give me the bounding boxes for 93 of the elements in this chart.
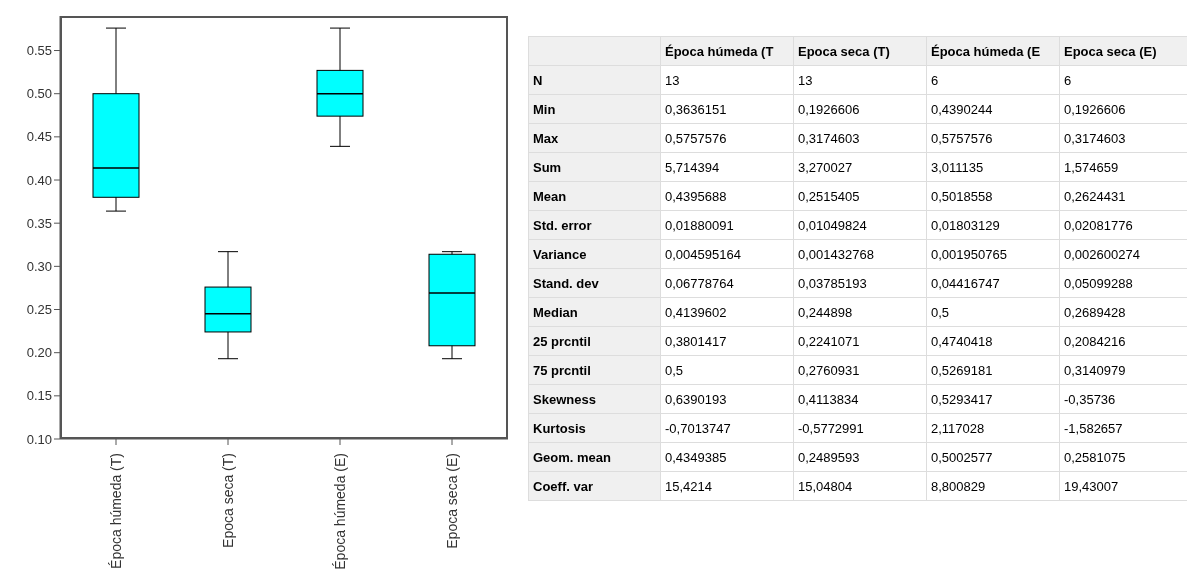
category-label: Kurtosis (533, 420, 586, 436)
x-tick-label: Epoca seca (T) (220, 453, 236, 548)
text: 0,5757576 (665, 130, 727, 146)
category-label: 25 prcntil (533, 333, 591, 349)
text: 0,2515405 (798, 188, 860, 204)
text: 0,01049824 (798, 217, 867, 233)
category-label: Epoca seca (T) (793, 36, 927, 66)
y-tick-label: 0.50 (26, 86, 52, 102)
category-label: Median (533, 304, 578, 320)
text: 0,4390244 (931, 101, 993, 117)
y-tick-label: 0.25 (26, 302, 52, 318)
text: 0,4740418 (931, 333, 993, 349)
x-tick-label: Epoca seca (E) (444, 453, 460, 549)
text: -0,35736 (1064, 391, 1116, 407)
text: 0,4349385 (665, 449, 727, 465)
text: 1,574659 (1064, 159, 1119, 175)
y-tick-label: 0.55 (26, 43, 52, 59)
text: 0,2489593 (798, 449, 860, 465)
category-label: Época húmeda (E (926, 36, 1060, 66)
text: 0,4113834 (798, 391, 859, 407)
category-label: Variance (533, 246, 587, 262)
text: 0,002600274 (1064, 246, 1140, 262)
text: 0,5 (665, 362, 684, 378)
text: 0,01880091 (665, 217, 734, 233)
text: 6 (931, 72, 939, 88)
text: 0,1926606 (798, 101, 860, 117)
text: 0,5269181 (931, 362, 993, 378)
category-label: Época húmeda (T (660, 36, 794, 66)
y-tick-label: 0.40 (26, 172, 52, 188)
text: 15,4214 (665, 478, 712, 494)
text: 0,6390193 (665, 391, 727, 407)
text: 0,4139602 (665, 304, 727, 320)
text: 3,011135 (931, 159, 984, 175)
text: 15,04804 (798, 478, 853, 494)
text: 0,04416747 (931, 275, 1000, 291)
text: 0,5 (931, 304, 950, 320)
category-label: Mean (533, 188, 567, 204)
text: 0,5002577 (931, 449, 993, 465)
text: 0,2689428 (1064, 304, 1126, 320)
text: 0,1926606 (1064, 101, 1126, 117)
text: 0,05099288 (1064, 275, 1133, 291)
text: 19,43007 (1064, 478, 1119, 494)
category-label: Epoca seca (E) (1059, 36, 1187, 66)
category-label: Skewness (533, 391, 596, 407)
y-tick-label: 0.20 (26, 345, 52, 361)
category-label: N (533, 72, 543, 88)
text: -0,7013747 (665, 420, 731, 436)
text: 0,004595164 (665, 246, 741, 262)
text: 0,06778764 (665, 275, 734, 291)
text: 0,2624431 (1064, 188, 1126, 204)
category-label: Coeff. var (533, 478, 593, 494)
text: 3,270027 (798, 159, 853, 175)
text: 13 (798, 72, 813, 88)
text: 0,3174603 (1064, 130, 1126, 146)
text: 0,01803129 (931, 217, 1000, 233)
text: 0,03785193 (798, 275, 867, 291)
text: 0,2760931 (798, 362, 860, 378)
text: 0,2581075 (1064, 449, 1126, 465)
text: 0,001950765 (931, 246, 1007, 262)
text: 0,5757576 (931, 130, 993, 146)
text: 5,714394 (665, 159, 720, 175)
category-label: 75 prcntil (533, 362, 591, 378)
text: 0,001432768 (798, 246, 874, 262)
text: 0,02081776 (1064, 217, 1133, 233)
text: -0,5772991 (798, 420, 864, 436)
text: 0,3174603 (798, 130, 860, 146)
text: 8,800829 (931, 478, 986, 494)
text: 0,244898 (798, 304, 853, 320)
y-tick-label: 0.35 (26, 215, 52, 231)
text: 0,2241071 (798, 333, 860, 349)
x-tick-label: Época húmeda (T) (108, 453, 124, 569)
text: 0,3140979 (1064, 362, 1126, 378)
y-tick-label: 0.15 (26, 388, 52, 404)
category-label: Sum (533, 159, 562, 175)
text: -1,582657 (1064, 420, 1123, 436)
y-tick-label: 0.30 (26, 258, 52, 274)
category-label: Max (533, 130, 559, 146)
x-tick-label: Época húmeda (E) (332, 453, 348, 570)
text: 0,4395688 (665, 188, 727, 204)
category-label: Std. error (533, 217, 592, 233)
text: 0,2084216 (1064, 333, 1126, 349)
y-tick-label: 0.10 (26, 431, 52, 447)
text: 0,5018558 (931, 188, 993, 204)
text: 2,117028 (931, 420, 985, 436)
y-tick-label: 0.45 (26, 129, 52, 145)
category-label: Min (533, 101, 556, 117)
text: 13 (665, 72, 680, 88)
category-label: Geom. mean (533, 449, 612, 465)
text: 0,3636151 (665, 101, 727, 117)
text: 0,3801417 (665, 333, 727, 349)
text: 6 (1064, 72, 1072, 88)
text: 0,5293417 (931, 391, 993, 407)
category-label: Stand. dev (533, 275, 599, 291)
